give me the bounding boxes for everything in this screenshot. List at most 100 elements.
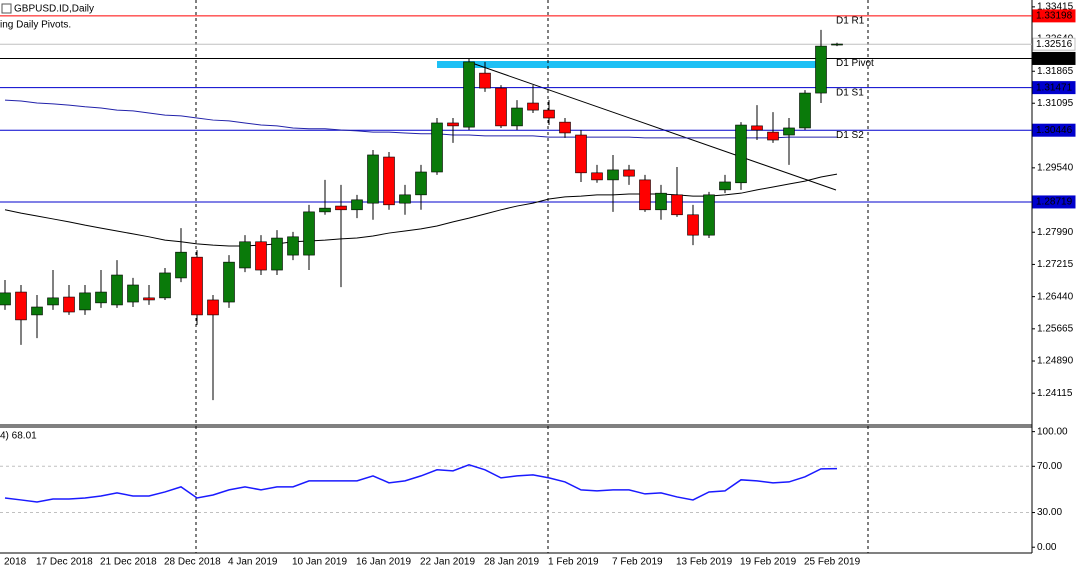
candle-body [559, 121, 571, 134]
candle-body [655, 192, 667, 211]
candle-body [543, 109, 555, 119]
price-box [1032, 51, 1076, 65]
x-tick-label: 16 Jan 2019 [356, 557, 411, 568]
candle-body [111, 274, 123, 306]
level-label: D1 S1 [836, 87, 864, 98]
candle-body [575, 134, 587, 174]
x-tick-label: 10 Jan 2019 [292, 557, 347, 568]
y-tick-label: 30.00 [1037, 507, 1062, 518]
candle-body [175, 251, 187, 279]
y-tick-label: 1.27215 [1037, 259, 1074, 270]
y-tick-label: 1.24890 [1037, 356, 1074, 367]
candle-body [463, 61, 475, 128]
y-tick-label: 70.00 [1037, 461, 1062, 472]
candle-body [351, 199, 363, 211]
candle-body [79, 292, 91, 311]
price-box-label: 1.32516 [1036, 39, 1073, 50]
candle-body [751, 125, 763, 131]
candle-body [191, 256, 203, 316]
indicator-caption: ing Daily Pivots. [0, 20, 71, 31]
price-box [1032, 195, 1076, 209]
trendline [468, 61, 837, 191]
rsi-label: 4) 68.01 [0, 431, 37, 442]
y-tick-label: 1.25665 [1037, 323, 1074, 334]
candle-body [799, 92, 811, 129]
candle-body [15, 291, 27, 321]
candle-body [527, 102, 539, 111]
candle-body [399, 194, 411, 204]
candle-body [207, 299, 219, 316]
y-tick-label: 1.31865 [1037, 66, 1074, 77]
x-tick-label: 22 Jan 2019 [420, 557, 475, 568]
x-tick-label: 7 Feb 2019 [612, 557, 663, 568]
candle-body [63, 296, 75, 313]
price-box [1032, 37, 1076, 51]
rsi-line [4, 464, 838, 503]
candle-body [47, 297, 59, 306]
price-box-label: 1.28719 [1036, 197, 1073, 208]
chart-title: GBPUSD.ID,Daily [14, 4, 94, 15]
y-tick-label: 1.26440 [1037, 291, 1074, 302]
x-tick-label: 13 Feb 2019 [676, 557, 733, 568]
candle-body [815, 45, 827, 94]
candle-body [495, 87, 507, 127]
x-tick-label: 25 Feb 2019 [804, 557, 861, 568]
candle-body [303, 211, 315, 256]
candle-body [0, 292, 11, 306]
y-tick-label: 1.33415 [1037, 1, 1074, 12]
candle-body [127, 284, 139, 303]
candle-body [623, 169, 635, 177]
candle-body [335, 205, 347, 211]
candle-body [415, 171, 427, 196]
candle-body [255, 241, 267, 271]
y-tick-label: 1.29540 [1037, 162, 1074, 173]
candle-body [607, 169, 619, 181]
candle-body [703, 194, 715, 236]
candle-body [591, 172, 603, 181]
y-tick-label: 1.27990 [1037, 227, 1074, 238]
candle-body [447, 122, 459, 127]
candle-body [319, 207, 331, 213]
candle-body [783, 127, 795, 136]
price-box-label: 1.30446 [1036, 125, 1073, 136]
pivot-zone [437, 61, 820, 68]
x-tick-label: 17 Dec 2018 [36, 557, 93, 568]
candle-body [383, 156, 395, 206]
price-box-label: 1.33198 [1036, 11, 1073, 22]
y-tick-label: 100.00 [1037, 426, 1068, 437]
candle-body [831, 43, 843, 46]
candle-body [239, 241, 251, 269]
candle-body [367, 154, 379, 204]
candle-body [223, 261, 235, 303]
candle-body [31, 306, 43, 316]
candle-body [511, 107, 523, 127]
candle-body [671, 194, 683, 216]
price-box [1032, 9, 1076, 23]
y-tick-label: 1.24115 [1037, 388, 1073, 399]
y-tick-label: 0.00 [1037, 542, 1057, 553]
candle-body [95, 291, 107, 304]
x-tick-label: 28 Dec 2018 [164, 557, 221, 568]
candle-body [143, 297, 155, 301]
candle-body [287, 236, 299, 256]
price-box [1032, 81, 1076, 95]
price-box [1032, 123, 1076, 137]
x-tick-label: 28 Jan 2019 [484, 557, 539, 568]
x-tick-label: 19 Feb 2019 [740, 557, 797, 568]
moving-average [4, 99, 837, 139]
price-box-label: 1.32173 [1036, 53, 1073, 64]
candle-body [271, 237, 283, 271]
candle-body [719, 181, 731, 191]
level-label: D1 S2 [836, 130, 864, 141]
x-tick-label: 1 Feb 2019 [548, 557, 599, 568]
candle-body [159, 272, 171, 299]
x-tick-label: 4 Jan 2019 [228, 557, 278, 568]
price-box-label: 1.31471 [1036, 82, 1073, 93]
candle-body [687, 214, 699, 236]
candle-body [639, 179, 651, 211]
candle-body [735, 124, 747, 184]
chart-icon [1, 3, 12, 14]
y-tick-label: 1.31095 [1037, 98, 1074, 109]
candle-body [767, 131, 779, 141]
